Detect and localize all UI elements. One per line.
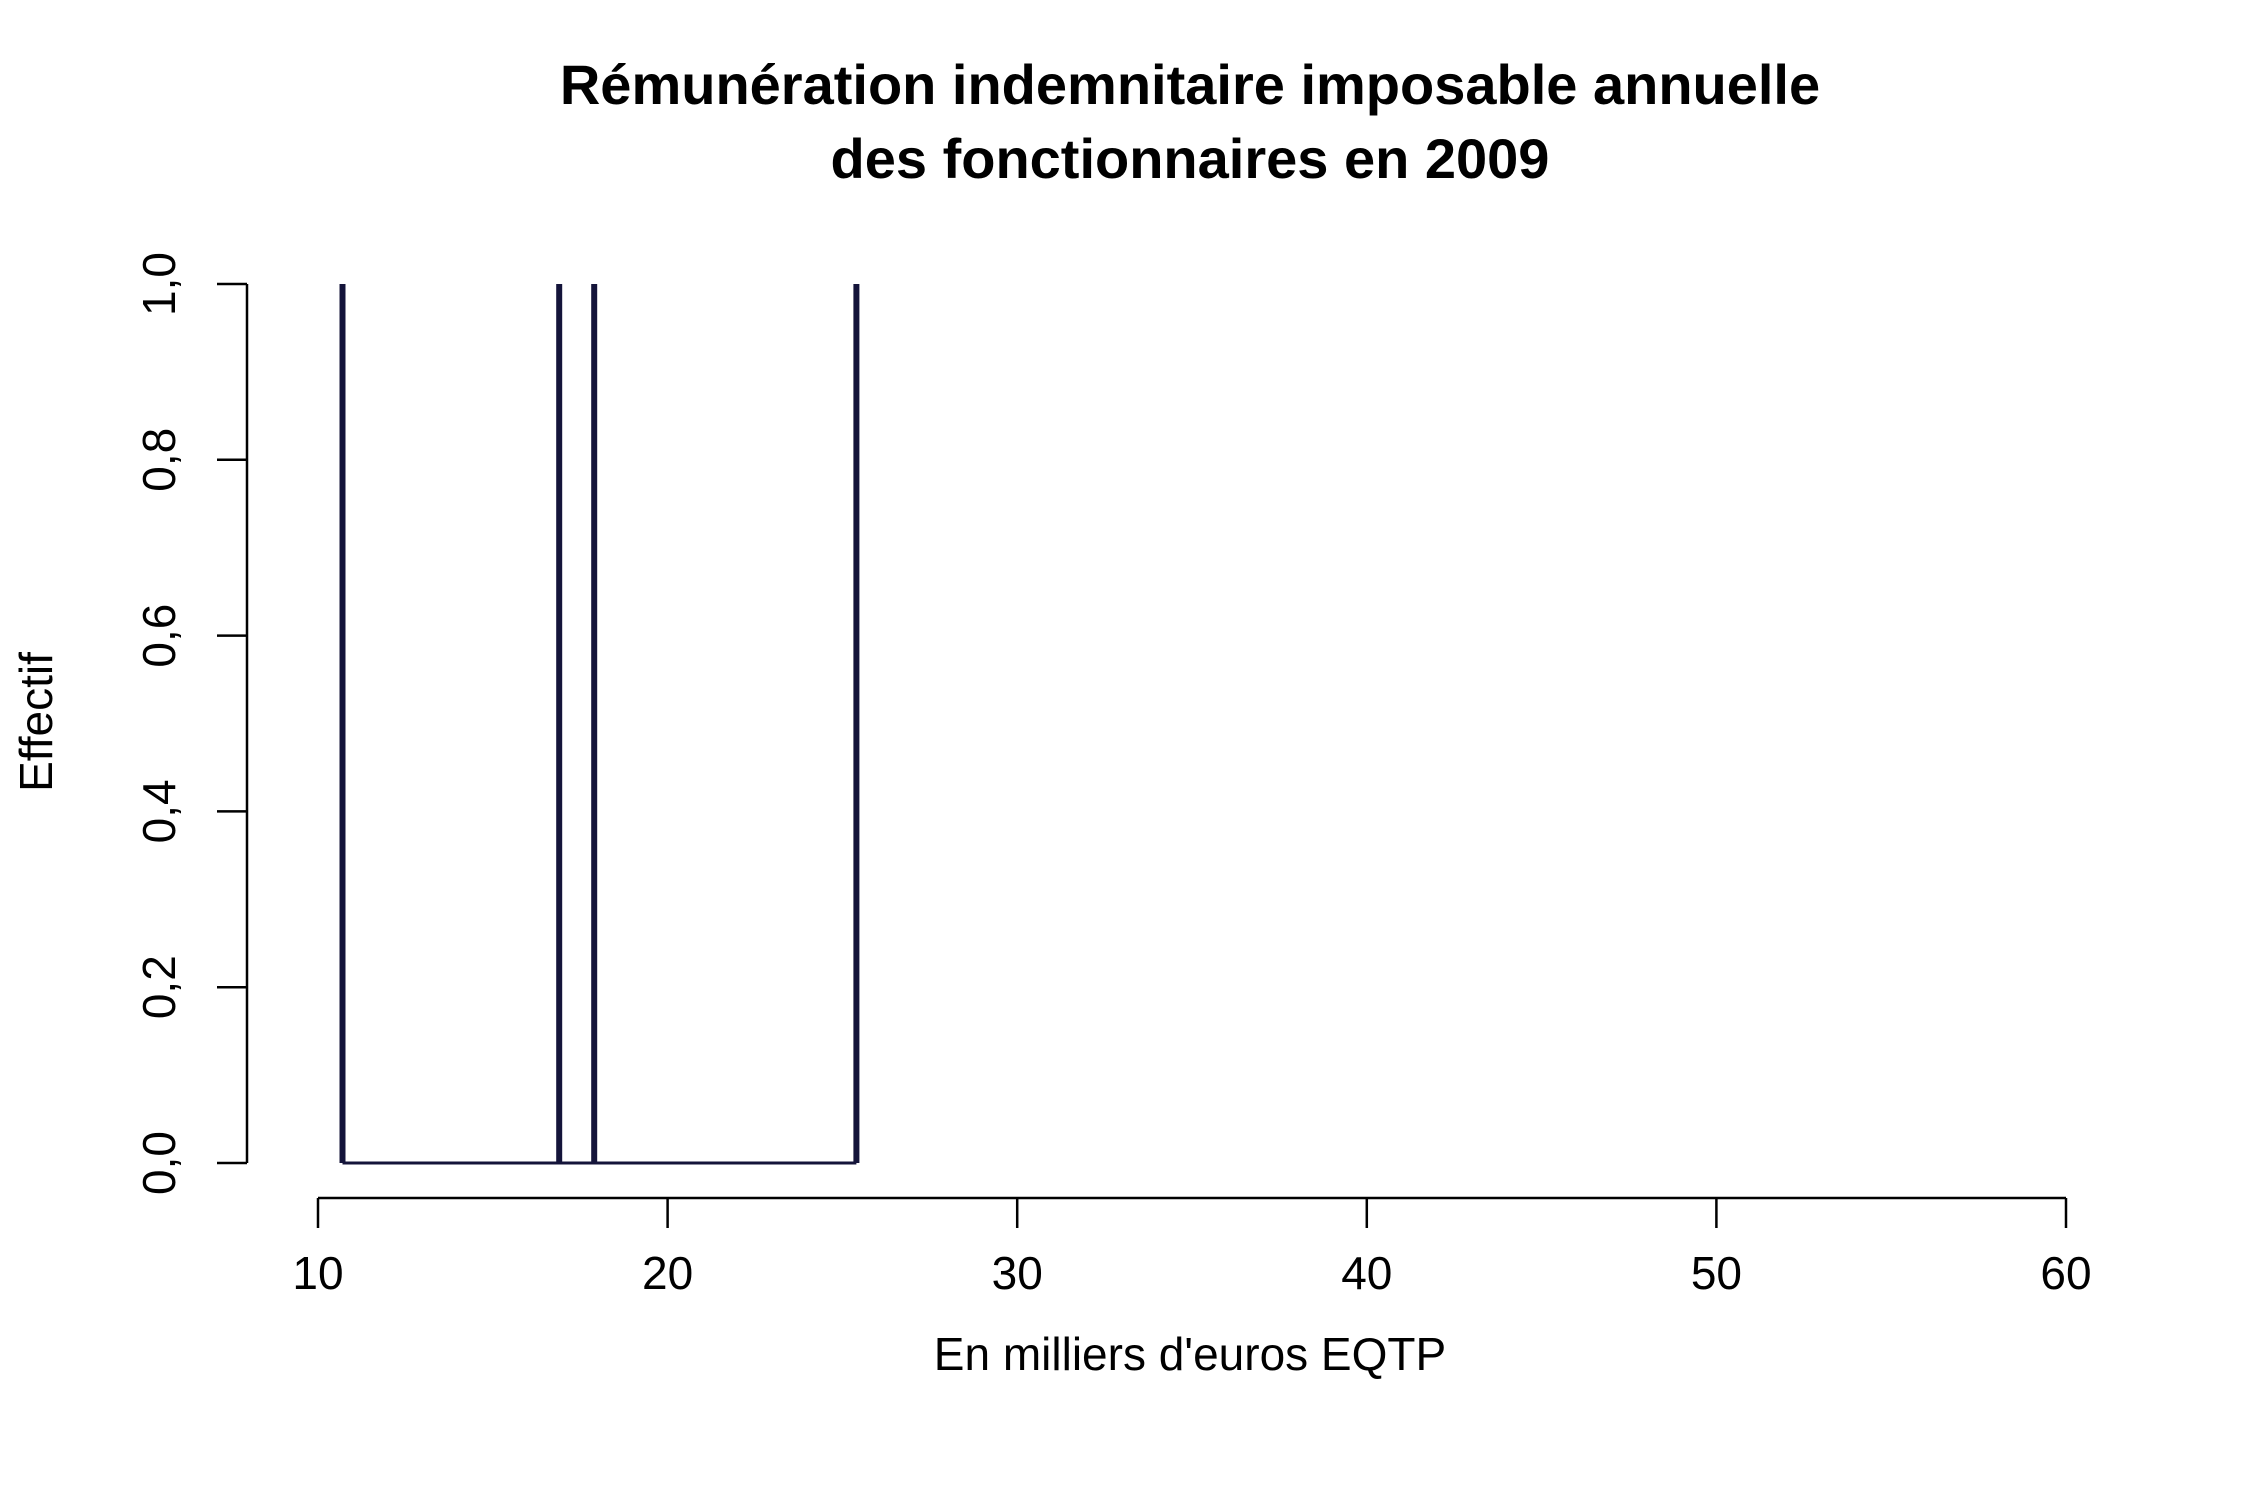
y-tick-label-5: 1,0: [133, 252, 185, 316]
x-tick-label-3: 40: [1341, 1247, 1392, 1299]
chart-title-line-1: Rémunération indemnitaire imposable annu…: [560, 53, 1820, 116]
y-tick-label-2: 0,4: [133, 779, 185, 843]
y-axis: 0,0 0,2 0,4 0,6 0,8 1,0: [133, 252, 249, 1195]
x-tick-label-2: 30: [992, 1247, 1043, 1299]
plot-layer: [339, 284, 860, 1165]
y-tick-label-3: 0,6: [133, 604, 185, 668]
histogram-bar-3: [853, 284, 860, 1163]
x-tick-label-0: 10: [292, 1247, 343, 1299]
y-axis-label: Effectif: [10, 652, 62, 792]
y-tick-label-0: 0,0: [133, 1131, 185, 1195]
x-tick-label-4: 50: [1691, 1247, 1742, 1299]
x-axis: 10 20 30 40 50 60: [292, 1196, 2092, 1299]
x-tick-label-5: 60: [2040, 1247, 2091, 1299]
y-tick-label-1: 0,2: [133, 955, 185, 1019]
x-axis-label: En milliers d'euros EQTP: [934, 1328, 1446, 1380]
histogram-bar-0: [339, 284, 346, 1163]
histogram-bar-1: [556, 284, 563, 1163]
x-tick-label-1: 20: [642, 1247, 693, 1299]
histogram-bar-2: [591, 284, 598, 1163]
chart-title-line-2: des fonctionnaires en 2009: [831, 127, 1550, 190]
y-tick-label-4: 0,8: [133, 428, 185, 492]
